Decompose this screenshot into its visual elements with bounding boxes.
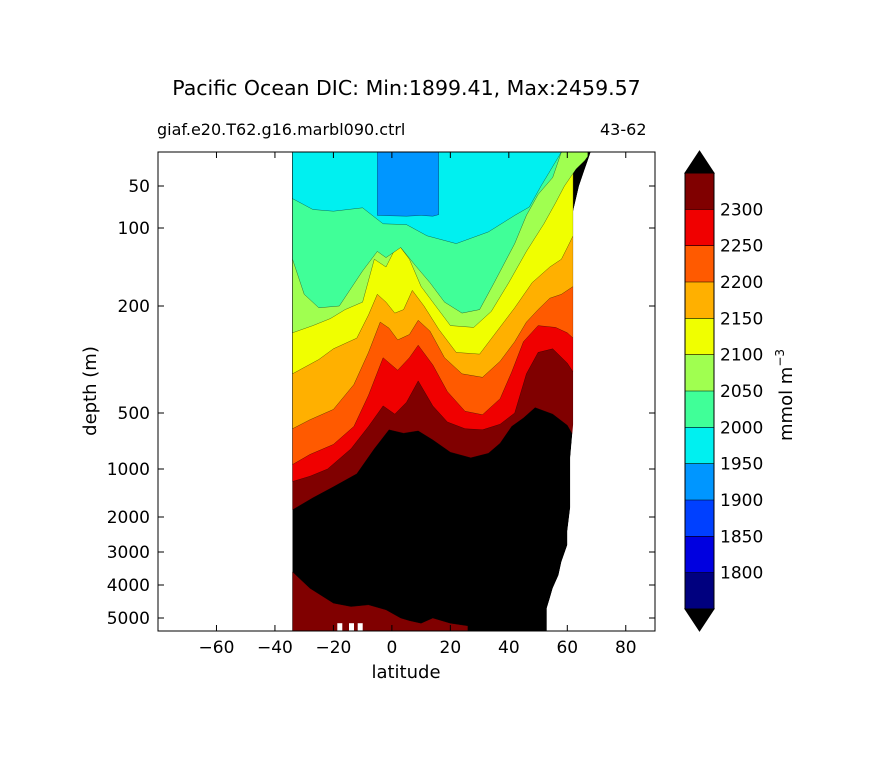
colorbar-tick-label: 1850 xyxy=(720,527,763,547)
plot-frame xyxy=(157,151,656,632)
colorbar-band xyxy=(685,391,714,428)
y-tick-label: 1000 xyxy=(107,460,150,480)
contour-field xyxy=(292,152,655,631)
x-axis: −60 −40 −20 0 20 40 60 80 xyxy=(199,152,637,658)
colorbar-tick-label: 2250 xyxy=(720,237,763,257)
x-tick-label: 80 xyxy=(615,638,637,658)
colorbar-extend-min xyxy=(684,608,715,632)
x-tick-label: 60 xyxy=(556,638,578,658)
contour-band-1950 xyxy=(377,152,439,217)
seafloor-gap xyxy=(337,623,343,631)
colorbar-band xyxy=(685,209,714,246)
colorbar-tick-label: 2200 xyxy=(720,273,763,293)
seafloor-gap xyxy=(349,623,354,631)
run-name-label: giaf.e20.T62.g16.marbl090.ctrl xyxy=(157,120,406,139)
colorbar: 1800 1850 1900 1950 2000 2050 2100 2150 2200 2250… xyxy=(684,150,763,632)
y-axis: 50 100 200 500 1000 2000 3000 4000 5000 xyxy=(107,177,655,629)
colorbar-tick-label: 2050 xyxy=(720,382,763,402)
x-tick-label: 20 xyxy=(440,638,462,658)
colorbar-band xyxy=(685,427,714,464)
y-tick-label: 100 xyxy=(118,219,150,239)
seafloor-gap xyxy=(357,623,363,631)
colorbar-band xyxy=(685,245,714,282)
y-tick-label: 3000 xyxy=(107,543,150,563)
x-tick-label: −20 xyxy=(315,638,351,658)
colorbar-band xyxy=(685,500,714,537)
colorbar-tick-label: 2100 xyxy=(720,346,763,366)
colorbar-tick-label: 1800 xyxy=(720,564,763,584)
y-axis-label: depth (m) xyxy=(80,346,101,436)
x-tick-label: −60 xyxy=(199,638,235,658)
colorbar-label-exponent: −3 xyxy=(773,349,787,367)
colorbar-tick-label: 1950 xyxy=(720,455,763,475)
y-tick-label: 2000 xyxy=(107,508,150,528)
x-tick-label: −40 xyxy=(257,638,293,658)
x-tick-label: 0 xyxy=(386,638,397,658)
x-tick-label: 40 xyxy=(498,638,520,658)
colorbar-band xyxy=(685,463,714,500)
colorbar-band xyxy=(685,354,714,391)
y-tick-label: 50 xyxy=(128,177,150,197)
colorbar-band xyxy=(685,536,714,573)
bottom-water-band xyxy=(292,571,469,631)
y-tick-label: 5000 xyxy=(107,609,150,629)
x-axis-label: latitude xyxy=(371,662,440,683)
colorbar-tick-label: 1900 xyxy=(720,491,763,511)
colorbar-label: mmol m−3 xyxy=(773,349,797,441)
land-mask-north xyxy=(546,152,655,631)
colorbar-tick-label: 2300 xyxy=(720,200,763,220)
colorbar-band xyxy=(685,173,714,210)
colorbar-tick-label: 2000 xyxy=(720,418,763,438)
colorbar-tick-label: 2150 xyxy=(720,309,763,329)
colorbar-band xyxy=(685,282,714,319)
y-tick-label: 500 xyxy=(118,404,150,424)
colorbar-extend-max xyxy=(684,150,715,174)
y-tick-label: 4000 xyxy=(107,576,150,596)
y-tick-label: 200 xyxy=(118,297,150,317)
chart-title: Pacific Ocean DIC: Min:1899.41, Max:2459… xyxy=(172,76,641,100)
year-range-label: 43-62 xyxy=(600,120,647,139)
colorbar-band xyxy=(685,318,714,355)
colorbar-band xyxy=(685,572,714,609)
